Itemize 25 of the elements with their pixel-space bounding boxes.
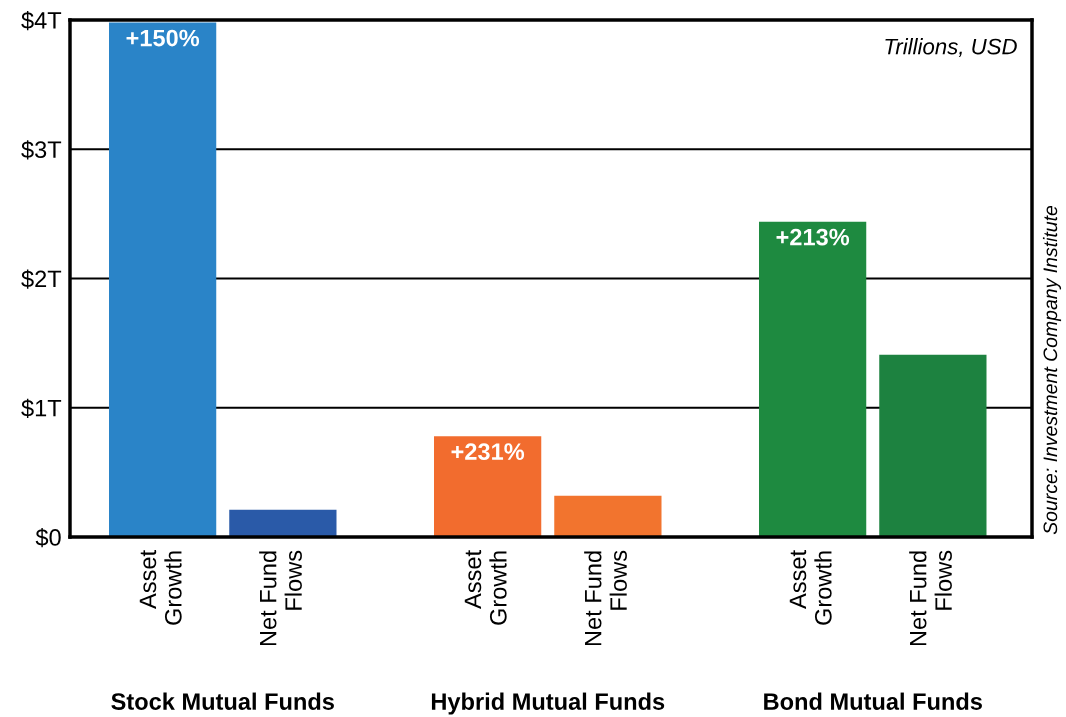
text: Net Fund Flows (259, 550, 302, 646)
y-tick-label: $4T (21, 11, 62, 31)
x-tick-label: Hybrid Mutual Funds (431, 692, 665, 715)
y-tick-label: $2T (21, 269, 62, 289)
y-tick-label: $1T (21, 398, 62, 418)
bar (879, 354, 987, 537)
annotation: +150% (126, 29, 200, 47)
source-note: Source: Investment Company Institute (1042, 205, 1062, 535)
text: Asset Growth (789, 550, 832, 625)
bar (229, 509, 337, 537)
annotation: +231% (451, 443, 525, 461)
annotation: +213% (776, 228, 850, 246)
y-tick-label: $0 (35, 528, 61, 548)
text: Asset Growth (464, 550, 507, 625)
text: Net Fund Flows (909, 550, 952, 646)
x-tick-label: Stock Mutual Funds (111, 692, 334, 710)
y-tick-label: $3T (21, 140, 62, 160)
x-tick-label: Bond Mutual Funds (764, 692, 982, 710)
annotation: Trillions, USD (885, 38, 1017, 58)
bar (434, 436, 542, 537)
bar (109, 22, 217, 537)
text: Asset Growth (139, 550, 182, 625)
bar (759, 221, 867, 537)
bar (554, 495, 662, 537)
text: Net Fund Flows (584, 550, 627, 646)
